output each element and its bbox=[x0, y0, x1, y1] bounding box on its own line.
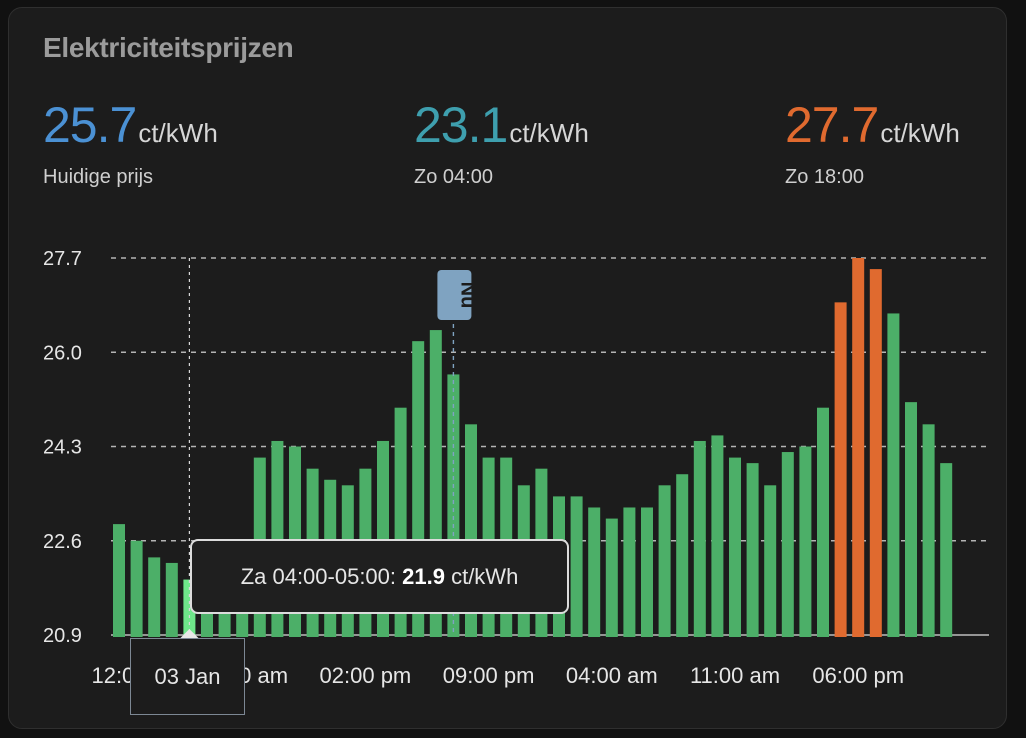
stat-current-label: Huidige prijs bbox=[43, 166, 154, 188]
price-bar bbox=[113, 524, 125, 637]
price-bar bbox=[605, 518, 618, 637]
stat-highest-label: Zo 18:00 bbox=[785, 166, 864, 188]
price-bar bbox=[887, 313, 900, 637]
stat-current-price: 25.7ct/kWh Huidige prijs bbox=[43, 96, 218, 189]
price-bar bbox=[746, 463, 759, 637]
tooltip-value: 21.9 bbox=[402, 563, 445, 589]
price-bar bbox=[658, 485, 671, 637]
price-bar bbox=[729, 457, 741, 637]
y-tick-label: 24.3 bbox=[43, 437, 82, 459]
price-bar bbox=[852, 258, 865, 637]
card-title: Elektriciteitsprijzen bbox=[43, 32, 294, 63]
price-card: Elektriciteitsprijzen 25.7ct/kWh Huidige… bbox=[8, 7, 1007, 729]
price-bar bbox=[922, 424, 935, 637]
tooltip-prefix: Za 04:00-05:00: bbox=[240, 563, 403, 589]
price-bar bbox=[711, 435, 724, 637]
stat-highest-value: 27.7 bbox=[785, 97, 879, 153]
stat-lowest-unit: ct/kWh bbox=[509, 118, 589, 148]
stat-current-value: 25.7 bbox=[43, 97, 137, 153]
price-bar bbox=[165, 562, 178, 637]
price-bar bbox=[641, 507, 653, 637]
y-tick-label: 20.9 bbox=[43, 625, 82, 647]
stat-current-unit: ct/kWh bbox=[138, 118, 218, 148]
stat-lowest-label: Zo 04:00 bbox=[414, 166, 493, 188]
price-bar bbox=[588, 507, 601, 637]
y-tick-label: 27.7 bbox=[43, 248, 82, 270]
price-bar bbox=[693, 440, 706, 637]
tooltip-unit: ct/kWh bbox=[444, 563, 519, 589]
price-bar bbox=[799, 446, 812, 637]
price-bar bbox=[570, 496, 583, 637]
price-bar bbox=[676, 474, 689, 637]
y-tick-label: 22.6 bbox=[43, 531, 82, 553]
crosshair-pointer bbox=[178, 629, 201, 640]
price-bar bbox=[817, 407, 829, 637]
stat-lowest-value: 23.1 bbox=[414, 97, 508, 153]
stat-highest-unit: ct/kWh bbox=[880, 118, 960, 148]
now-marker-label: Nu bbox=[456, 282, 478, 309]
price-bar bbox=[764, 485, 777, 637]
stat-lowest-price: 23.1ct/kWh Zo 04:00 bbox=[414, 96, 589, 189]
x-tick-label: 09:00 pm bbox=[443, 663, 535, 688]
price-bar bbox=[940, 463, 953, 637]
price-bar bbox=[834, 302, 847, 637]
price-bar bbox=[623, 507, 636, 637]
stat-highest-price: 27.7ct/kWh Zo 18:00 bbox=[785, 96, 960, 189]
x-tick-label: 11:00 am bbox=[690, 663, 780, 688]
price-bar bbox=[869, 269, 882, 637]
price-bar bbox=[905, 402, 917, 637]
x-tick-label: 06:00 pm bbox=[812, 663, 904, 688]
y-tick-label: 26.0 bbox=[43, 342, 82, 364]
x-tick-label: 04:00 am bbox=[566, 663, 658, 688]
price-bar bbox=[148, 557, 161, 637]
price-bar bbox=[130, 540, 143, 637]
chart-tooltip: Za 04:00-05:00: 21.9 ct/kWh bbox=[190, 539, 569, 614]
x-tick-label: 02:00 pm bbox=[320, 663, 412, 688]
crosshair-date-label: 03 Jan bbox=[130, 638, 245, 715]
price-bar bbox=[781, 452, 794, 637]
now-marker-badge bbox=[437, 270, 472, 320]
